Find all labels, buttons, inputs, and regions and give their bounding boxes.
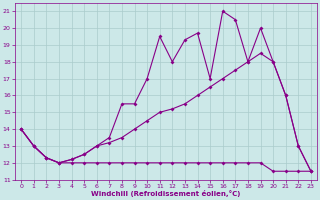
X-axis label: Windchill (Refroidissement éolien,°C): Windchill (Refroidissement éolien,°C) — [91, 190, 241, 197]
